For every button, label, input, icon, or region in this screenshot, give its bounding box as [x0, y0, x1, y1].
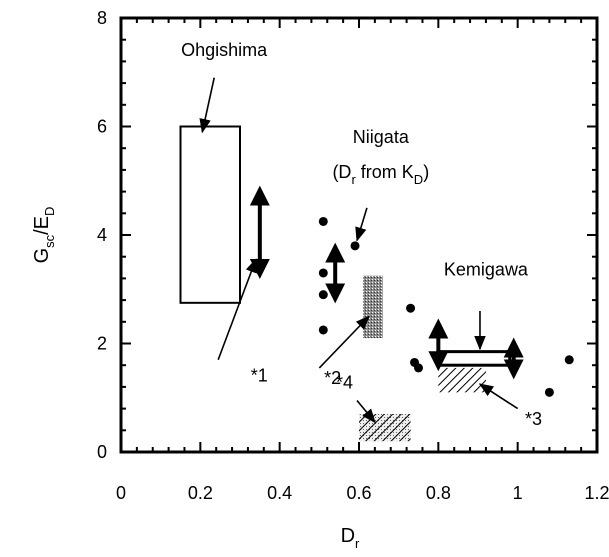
data-points: [318, 216, 574, 397]
x-tick-label: 1: [513, 483, 523, 503]
annotation-arrow: [199, 77, 215, 134]
annotation-label: *2: [324, 368, 341, 388]
x-tick-label: 1.2: [584, 483, 609, 503]
annotation-arrow: [217, 258, 257, 361]
x-tick-label: 0: [116, 483, 126, 503]
annotation-label: *3: [525, 409, 542, 429]
annotation-arrow: [318, 315, 370, 369]
annotation-label: Niigata: [353, 127, 410, 147]
range-arrows: [249, 185, 524, 380]
x-tick-labels: 0 0.2 0.4 0.6 0.8 1 1.2: [116, 483, 609, 503]
x-tick-label: 0.8: [426, 483, 451, 503]
annotation-label: *1: [251, 365, 268, 385]
range-box: [436, 350, 512, 367]
y-tick-label: 6: [97, 117, 107, 137]
data-point: [318, 268, 328, 278]
y-tick-label: 4: [97, 225, 107, 245]
range-box: [362, 275, 383, 339]
x-tick-label: 0.2: [188, 483, 213, 503]
data-point: [318, 290, 328, 300]
data-point: [406, 303, 416, 313]
annotation-label: Kemigawa: [444, 260, 529, 280]
niigata-subtitle: (Dr from KD): [332, 162, 429, 187]
data-point: [350, 241, 360, 251]
data-point: [318, 325, 328, 335]
data-point: [564, 355, 574, 365]
annotation-arrow: [356, 399, 376, 424]
x-tick-label: 0.6: [346, 483, 371, 503]
y-axis-label: Gsc/ED: [31, 207, 57, 264]
axis-ticks: [120, 17, 598, 453]
x-tick-label: 0.4: [267, 483, 292, 503]
data-point: [318, 216, 328, 226]
range-box: [179, 125, 241, 304]
plot-area: Ohgishima Niigata Kemigawa *1 *2 *3 *4 (Dr from…: [119, 16, 599, 454]
annotation-arrow: [355, 207, 368, 242]
annotations: Ohgishima Niigata Kemigawa *1 *2 *3 *4 (Dr from…: [181, 40, 542, 429]
annotation-label: *4: [336, 373, 353, 393]
annotation-arrow: [478, 383, 519, 410]
data-point: [544, 387, 554, 397]
y-tick-label: 2: [97, 334, 107, 354]
y-tick-label: 8: [97, 8, 107, 28]
annotation-label: Ohgishima: [181, 40, 268, 60]
data-point: [414, 363, 423, 373]
y-tick-labels: 0 2 4 6 8: [97, 8, 107, 462]
range-box: [359, 414, 411, 442]
y-tick-label: 0: [97, 442, 107, 462]
range-box: [438, 367, 486, 393]
x-axis-label: Dr: [341, 525, 360, 551]
